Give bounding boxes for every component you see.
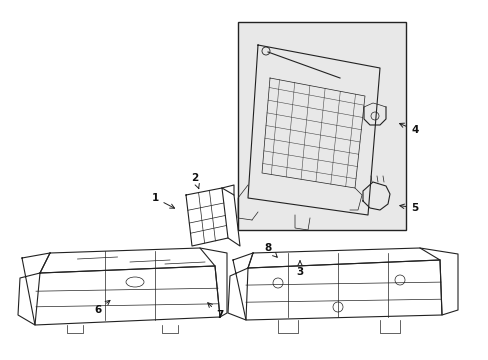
Text: 1: 1: [151, 193, 174, 208]
Bar: [238, 22, 405, 230]
Text: 8: 8: [264, 243, 277, 257]
Text: 5: 5: [399, 203, 418, 213]
Text: 3: 3: [296, 261, 303, 277]
Text: 4: 4: [399, 123, 418, 135]
Text: 6: 6: [94, 300, 110, 315]
Text: 2: 2: [191, 173, 199, 189]
Text: 7: 7: [207, 303, 223, 320]
